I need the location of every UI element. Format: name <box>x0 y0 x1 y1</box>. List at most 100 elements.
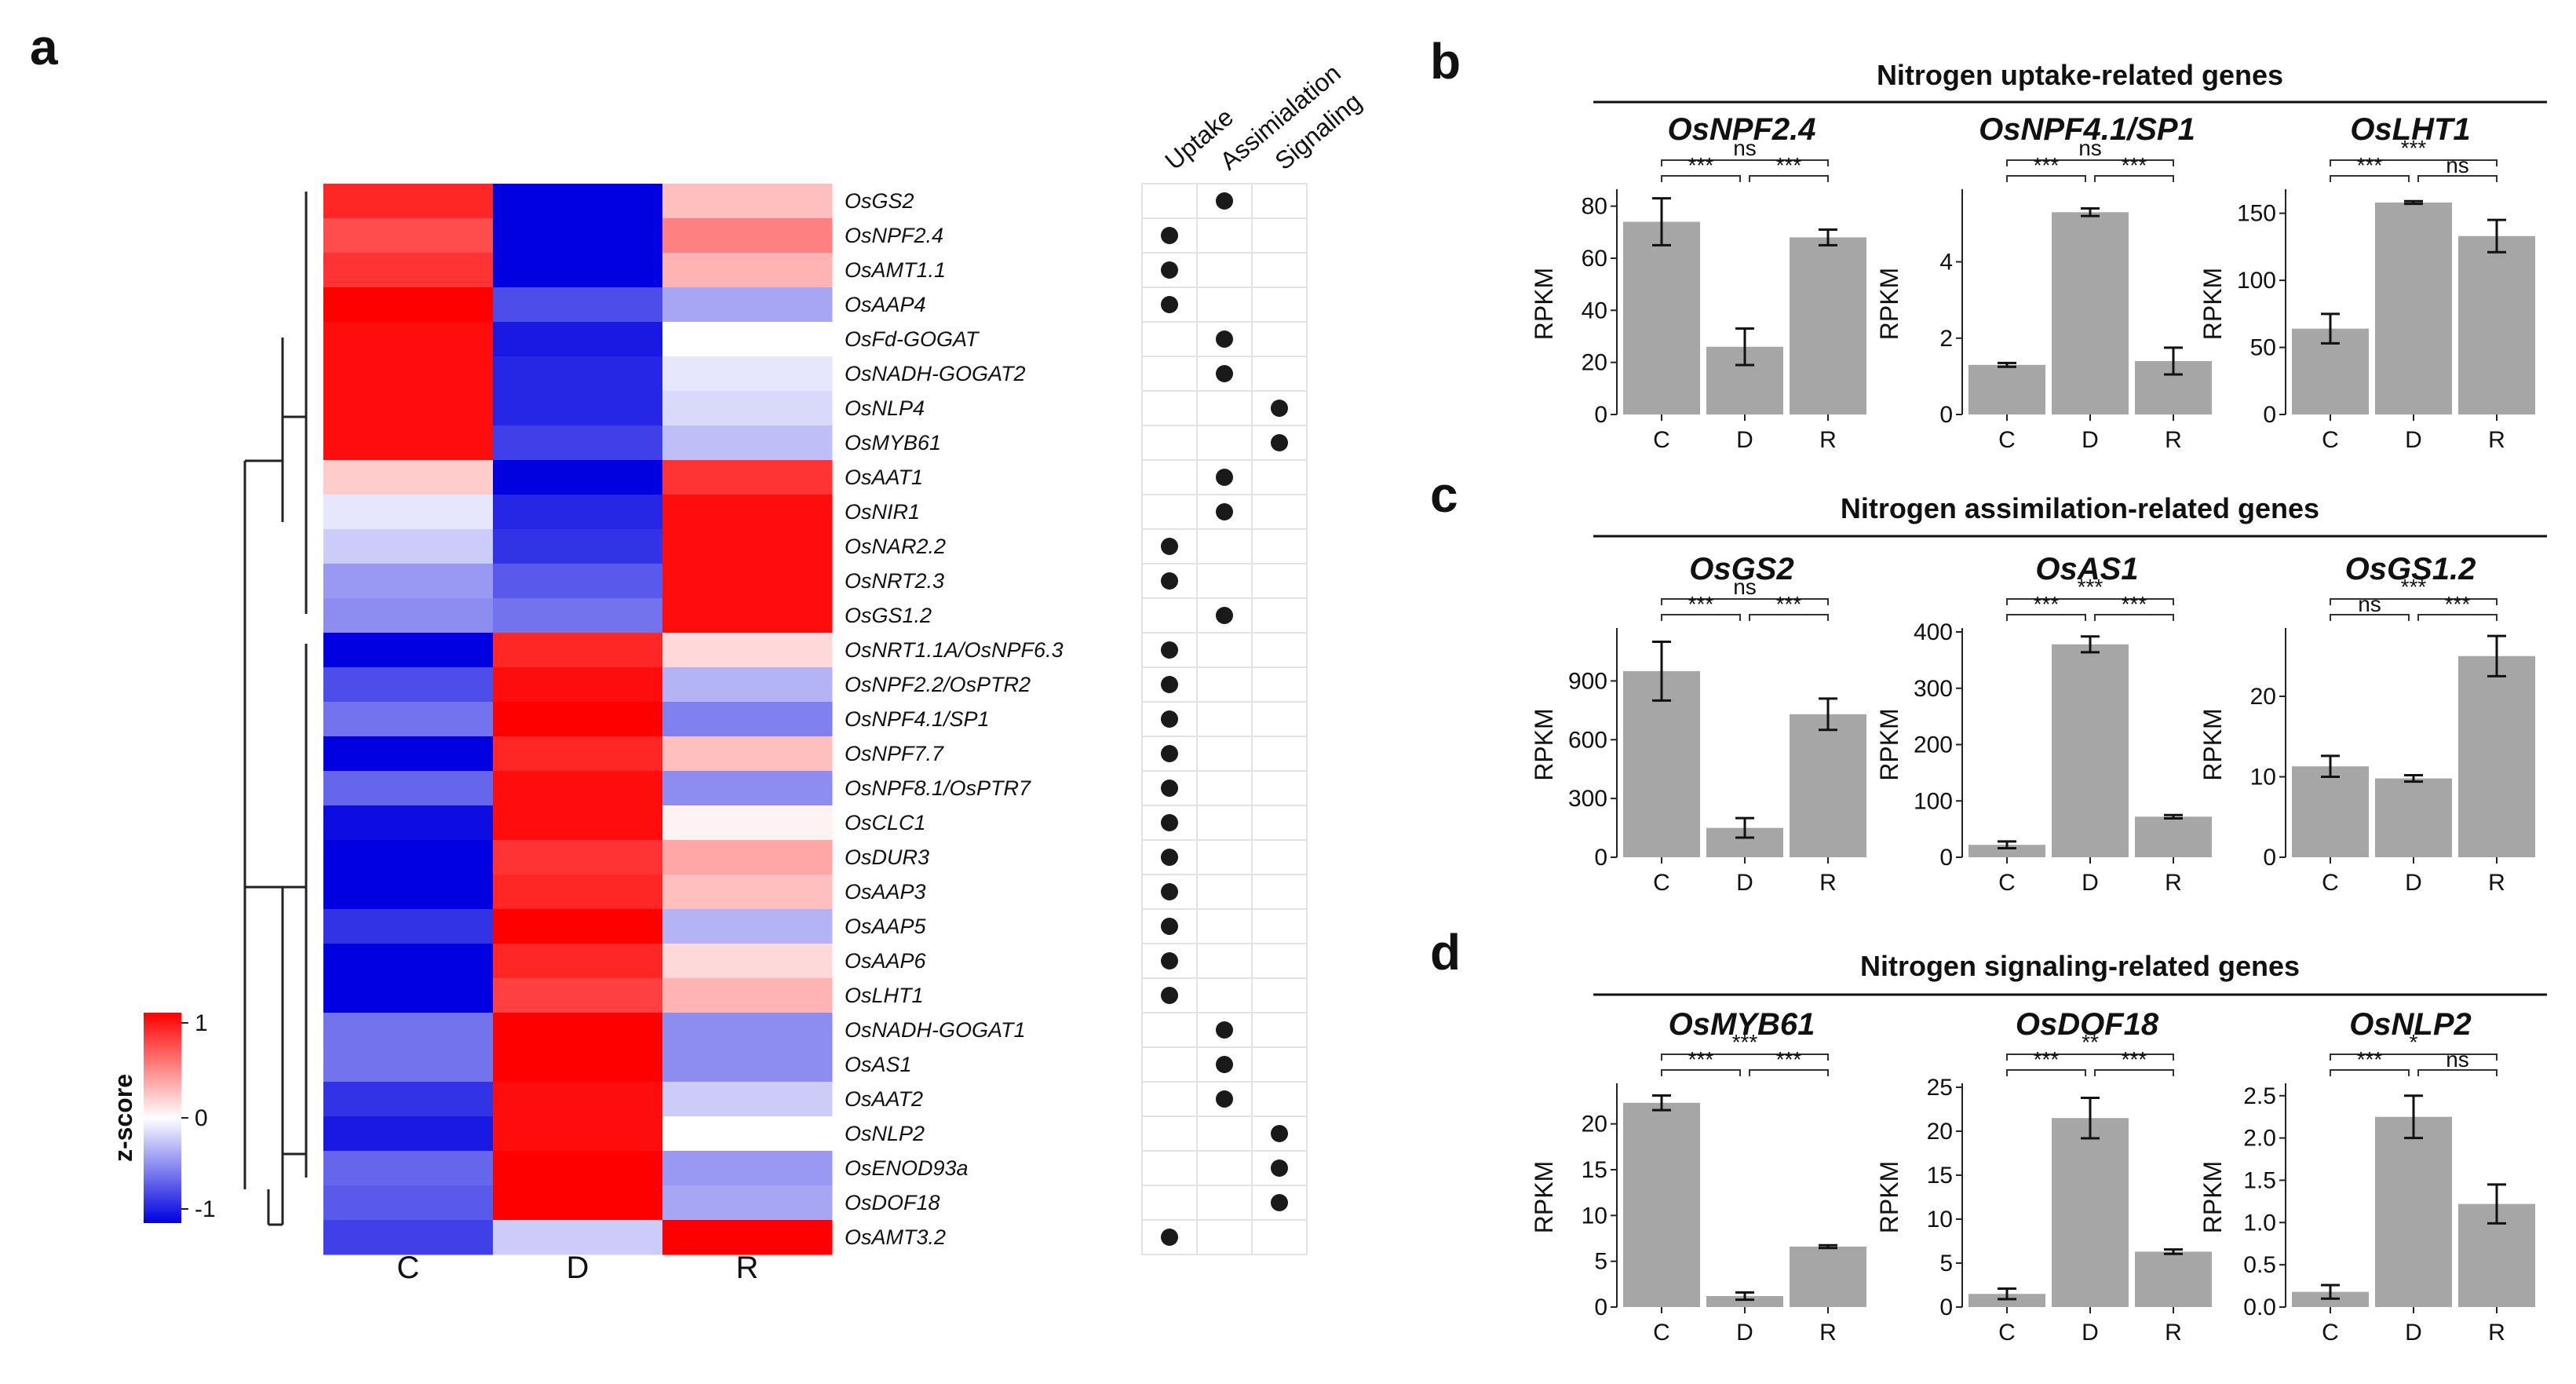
heatmap-cell <box>323 875 494 910</box>
x-tick-label: D <box>2082 427 2099 453</box>
y-tick-label: 400 <box>1914 619 1953 645</box>
chart-title: OsMYB61 <box>1669 1007 1815 1042</box>
bar-chart: OsLHT1 0 50 100 150 RPKM C D R *** *** ns <box>2198 112 2535 453</box>
heatmap-cell <box>662 840 833 875</box>
sig-label: ns <box>2078 136 2102 160</box>
category-dot <box>1271 1194 1288 1211</box>
heatmap-cell <box>323 909 494 944</box>
heatmap-cell <box>323 736 494 772</box>
category-dot <box>1216 192 1233 210</box>
section-title: Nitrogen signaling-related genes <box>1860 950 2300 982</box>
gene-label: OsGS1.2 <box>845 604 932 627</box>
heatmap-cell <box>323 598 494 634</box>
gene-label: OsNPF7.7 <box>845 742 944 765</box>
bar <box>2292 766 2369 857</box>
heatmap-cell <box>662 1047 833 1083</box>
panel-letter-b: b <box>1430 33 1461 89</box>
sig-bracket <box>2006 598 2174 605</box>
bar <box>2052 1118 2129 1307</box>
y-tick-label: 20 <box>1582 1112 1607 1138</box>
bar <box>2052 212 2129 414</box>
y-tick-label: 0.5 <box>2243 1252 2276 1278</box>
y-tick-label: 50 <box>2250 335 2276 361</box>
x-tick-label: D <box>1736 427 1753 453</box>
heatmap-cell <box>323 425 494 461</box>
sig-bracket <box>2006 175 2086 182</box>
y-tick-label: 2 <box>1939 326 1953 352</box>
category-dot <box>1216 1056 1233 1073</box>
gene-label: OsFd-GOGAT <box>845 327 980 351</box>
x-tick-label: C <box>2322 1320 2339 1346</box>
section-1: Nitrogen uptake-related genes <box>1593 59 2547 104</box>
x-tick-label: D <box>2405 427 2422 453</box>
category-dot <box>1161 987 1178 1004</box>
y-tick-label: 300 <box>1914 676 1953 702</box>
gene-label: OsENOD93a <box>845 1156 969 1180</box>
chart-title: OsGS1.2 <box>2345 552 2476 586</box>
bar <box>1968 364 2045 414</box>
sig-bracket <box>1661 614 1741 621</box>
sig-label: ns <box>1733 575 1757 599</box>
legend-tick-low: -1 <box>195 1196 216 1222</box>
dendrogram <box>243 192 308 1226</box>
heatmap-cell <box>493 1013 663 1048</box>
sig-label: ns <box>2446 153 2469 177</box>
y-axis-label: RPKM <box>2198 1161 2227 1233</box>
chart-title: OsNLP2 <box>2349 1007 2472 1042</box>
y-tick-label: 900 <box>1568 668 1607 694</box>
heatmap-cell <box>493 356 663 392</box>
sig-label: *** <box>2401 575 2427 599</box>
sig-bracket <box>2006 614 2086 621</box>
category-dot <box>1271 400 1288 417</box>
y-tick-label: 15 <box>1582 1157 1607 1183</box>
gene-label: OsNPF8.1/OsPTR7 <box>845 776 1031 800</box>
sig-bracket <box>1661 1069 1741 1076</box>
gene-label: OsDUR3 <box>845 845 929 869</box>
category-dot <box>1161 849 1178 866</box>
heatmap-cell <box>662 391 833 426</box>
bar <box>2135 1251 2212 1307</box>
heatmap-cell <box>662 184 833 219</box>
y-tick-label: 0.0 <box>2243 1295 2276 1320</box>
heatmap-cell <box>493 771 663 806</box>
heatmap-cell <box>323 322 494 357</box>
category-dot <box>1216 1021 1233 1039</box>
bar <box>1623 221 1700 414</box>
heatmap-cell <box>493 1185 663 1221</box>
gene-label: OsAMT1.1 <box>845 258 946 282</box>
gene-label: OsAAP5 <box>845 915 927 938</box>
category-dot <box>1161 1229 1178 1246</box>
sig-bracket <box>2006 1054 2174 1061</box>
bar <box>2458 655 2535 857</box>
sig-bracket <box>1749 1069 1829 1076</box>
x-tick-label: C <box>1998 870 2016 896</box>
y-tick-label: 600 <box>1568 727 1607 753</box>
bar <box>1623 670 1700 857</box>
category-dot <box>1161 918 1178 935</box>
category-dot <box>1216 607 1233 624</box>
bar <box>1790 714 1866 857</box>
category-dot <box>1161 952 1178 970</box>
x-tick-label: R <box>2165 427 2182 453</box>
gene-label: OsNPF2.4 <box>845 224 943 247</box>
chart-title: OsDOF18 <box>2016 1007 2159 1042</box>
heatmap-cell <box>323 218 494 254</box>
bar <box>1790 237 1866 414</box>
y-tick-label: 20 <box>1927 1119 1953 1145</box>
heatmap-cell <box>323 667 494 703</box>
y-tick-label: 4 <box>1939 250 1953 276</box>
heatmap-cell <box>662 287 833 323</box>
section-3: Nitrogen signaling-related genes <box>1593 950 2547 996</box>
x-tick-label: D <box>2405 1320 2422 1346</box>
y-tick-label: 5 <box>1939 1251 1953 1276</box>
chart-title: OsNPF4.1/SP1 <box>1979 112 2195 147</box>
y-tick-label: 25 <box>1927 1075 1953 1101</box>
sig-label: *** <box>2122 592 2147 616</box>
heatmap-cell <box>662 218 833 254</box>
heatmap-cell <box>662 253 833 288</box>
sig-bracket <box>1661 175 1741 182</box>
heatmap-cell <box>493 495 663 530</box>
